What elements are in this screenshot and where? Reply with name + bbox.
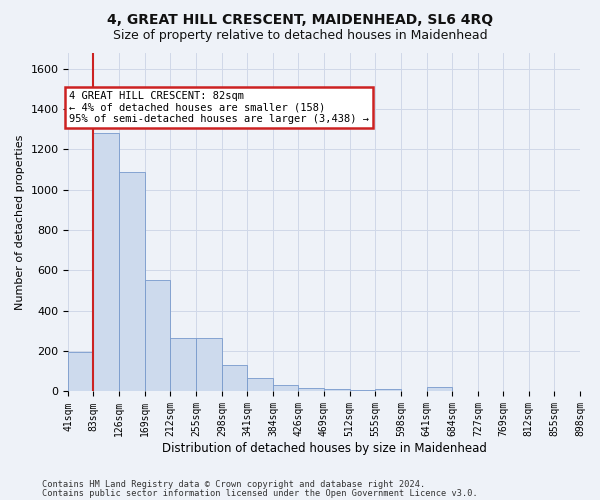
Bar bbox=[68, 352, 94, 392]
X-axis label: Distribution of detached houses by size in Maidenhead: Distribution of detached houses by size … bbox=[162, 442, 487, 455]
Text: Contains HM Land Registry data © Crown copyright and database right 2024.: Contains HM Land Registry data © Crown c… bbox=[42, 480, 425, 489]
Bar bbox=[170, 338, 196, 392]
Text: Size of property relative to detached houses in Maidenhead: Size of property relative to detached ho… bbox=[113, 29, 487, 42]
Bar bbox=[375, 390, 401, 392]
Text: 4, GREAT HILL CRESCENT, MAIDENHEAD, SL6 4RQ: 4, GREAT HILL CRESCENT, MAIDENHEAD, SL6 … bbox=[107, 12, 493, 26]
Bar bbox=[350, 390, 375, 392]
Bar bbox=[222, 365, 247, 392]
Y-axis label: Number of detached properties: Number of detached properties bbox=[15, 134, 25, 310]
Bar bbox=[196, 338, 222, 392]
Bar bbox=[247, 378, 273, 392]
Bar bbox=[94, 133, 119, 392]
Text: 4 GREAT HILL CRESCENT: 82sqm
← 4% of detached houses are smaller (158)
95% of se: 4 GREAT HILL CRESCENT: 82sqm ← 4% of det… bbox=[69, 91, 369, 124]
Bar bbox=[145, 280, 170, 392]
Bar bbox=[324, 390, 350, 392]
Text: Contains public sector information licensed under the Open Government Licence v3: Contains public sector information licen… bbox=[42, 489, 478, 498]
Bar bbox=[273, 386, 298, 392]
Bar bbox=[427, 387, 452, 392]
Bar bbox=[119, 172, 145, 392]
Bar bbox=[298, 388, 324, 392]
